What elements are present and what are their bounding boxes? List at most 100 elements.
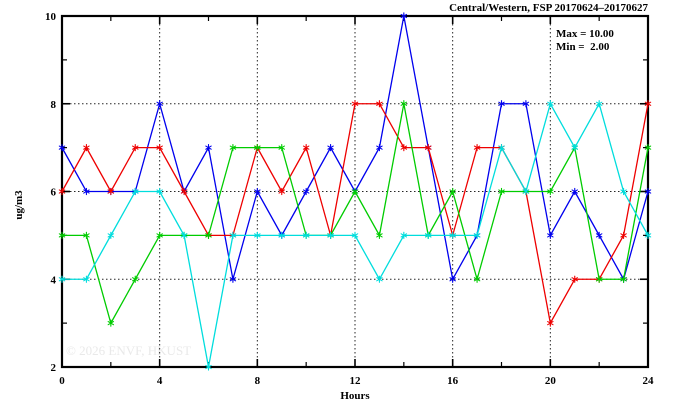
y-tick-label: 8: [51, 99, 57, 111]
data-point-marker: [132, 275, 139, 283]
watermark: © 2026 ENVF, HKUST: [66, 343, 191, 358]
data-point-marker: [229, 143, 237, 152]
data-point-marker: [302, 143, 310, 152]
data-point-marker: [473, 143, 481, 152]
data-point-marker: [132, 187, 139, 196]
data-point-marker: [327, 231, 334, 240]
data-point-marker: [58, 275, 66, 283]
data-point-marker: [156, 100, 163, 108]
data-point-marker: [254, 231, 261, 240]
data-point-marker: [254, 143, 261, 152]
data-point-marker: [595, 231, 603, 240]
x-axis-title: Hours: [340, 390, 370, 402]
data-point-marker: [449, 231, 456, 240]
data-point-marker: [205, 143, 212, 152]
data-point-marker: [571, 187, 578, 196]
data-point-marker: [449, 187, 456, 196]
legend-box: Max = 10.00 Min = 2.00: [556, 28, 614, 53]
data-point-marker: [107, 319, 115, 327]
data-point-marker: [205, 231, 212, 240]
x-tick-label: 8: [255, 375, 261, 387]
data-point-marker: [620, 231, 627, 240]
data-point-marker: [156, 231, 163, 240]
legend-max-label: Max = 10.00: [556, 28, 614, 40]
y-tick-label: 4: [51, 274, 57, 286]
data-point-marker: [644, 187, 652, 196]
data-point-marker: [132, 143, 139, 152]
data-point-marker: [278, 143, 285, 152]
data-point-marker: [473, 231, 481, 240]
data-point-marker: [351, 100, 359, 108]
y-tick-label: 10: [45, 11, 57, 23]
chart-title: Central/Western, FSP 20170624–20170627: [449, 2, 648, 14]
data-point-marker: [302, 187, 310, 196]
data-point-marker: [58, 143, 66, 152]
y-tick-label: 2: [51, 362, 57, 374]
data-point-marker: [449, 275, 456, 283]
data-point-marker: [254, 187, 261, 196]
y-axis-tick-labels: 2 4 6 8 10: [45, 11, 57, 374]
legend-min-label: Min = 2.00: [556, 41, 610, 53]
data-point-marker: [351, 187, 359, 196]
data-point-marker: [644, 143, 652, 152]
data-point-marker: [595, 100, 603, 108]
data-point-marker: [376, 143, 383, 152]
data-point-marker: [547, 231, 554, 240]
data-point-marker: [229, 275, 237, 283]
data-point-marker: [278, 187, 285, 196]
data-point-marker: [473, 275, 481, 283]
data-point-marker: [180, 231, 188, 240]
data-point-marker: [107, 231, 115, 240]
y-axis-title: ug/m3: [13, 190, 25, 220]
data-point-marker: [400, 12, 408, 20]
data-point-marker: [620, 187, 627, 196]
data-point-marker: [522, 100, 530, 108]
data-point-marker: [156, 187, 163, 196]
data-point-marker: [498, 187, 505, 196]
data-point-marker: [376, 275, 383, 283]
x-axis-tick-labels: 0 4 8 12 16 20 24: [59, 375, 654, 387]
data-point-marker: [58, 187, 66, 196]
data-point-marker: [83, 187, 90, 196]
data-point-marker: [302, 231, 310, 240]
data-point-marker: [498, 143, 505, 152]
data-point-marker: [376, 231, 383, 240]
x-tick-label: 12: [350, 375, 362, 387]
y-tick-label: 6: [51, 187, 57, 199]
data-point-marker: [425, 231, 432, 240]
data-point-marker: [205, 363, 212, 371]
watermark-text: © 2026 ENVF, HKUST: [66, 343, 191, 358]
x-tick-label: 24: [643, 375, 655, 387]
data-point-marker: [644, 100, 652, 108]
data-point-marker: [522, 187, 530, 196]
data-point-marker: [83, 143, 90, 152]
x-tick-label: 4: [157, 375, 163, 387]
data-point-marker: [376, 100, 383, 108]
x-tick-label: 0: [59, 375, 65, 387]
data-series-series-cyan: [58, 100, 652, 371]
data-point-marker: [83, 275, 90, 283]
data-point-marker: [547, 187, 554, 196]
data-point-marker: [644, 231, 652, 240]
x-tick-label: 16: [447, 375, 459, 387]
data-point-marker: [351, 231, 359, 240]
data-point-marker: [400, 231, 408, 240]
data-point-marker: [547, 319, 554, 327]
x-tick-label: 20: [545, 375, 557, 387]
data-point-marker: [58, 231, 66, 240]
data-point-marker: [229, 231, 237, 240]
data-point-marker: [571, 275, 578, 283]
data-point-marker: [547, 100, 554, 108]
data-series-group: [58, 12, 652, 371]
data-point-marker: [498, 100, 505, 108]
data-point-marker: [278, 231, 285, 240]
data-point-marker: [595, 275, 603, 283]
data-point-marker: [83, 231, 90, 240]
data-point-marker: [327, 143, 334, 152]
data-point-marker: [107, 187, 115, 196]
data-point-marker: [620, 275, 627, 283]
data-point-marker: [400, 100, 408, 108]
